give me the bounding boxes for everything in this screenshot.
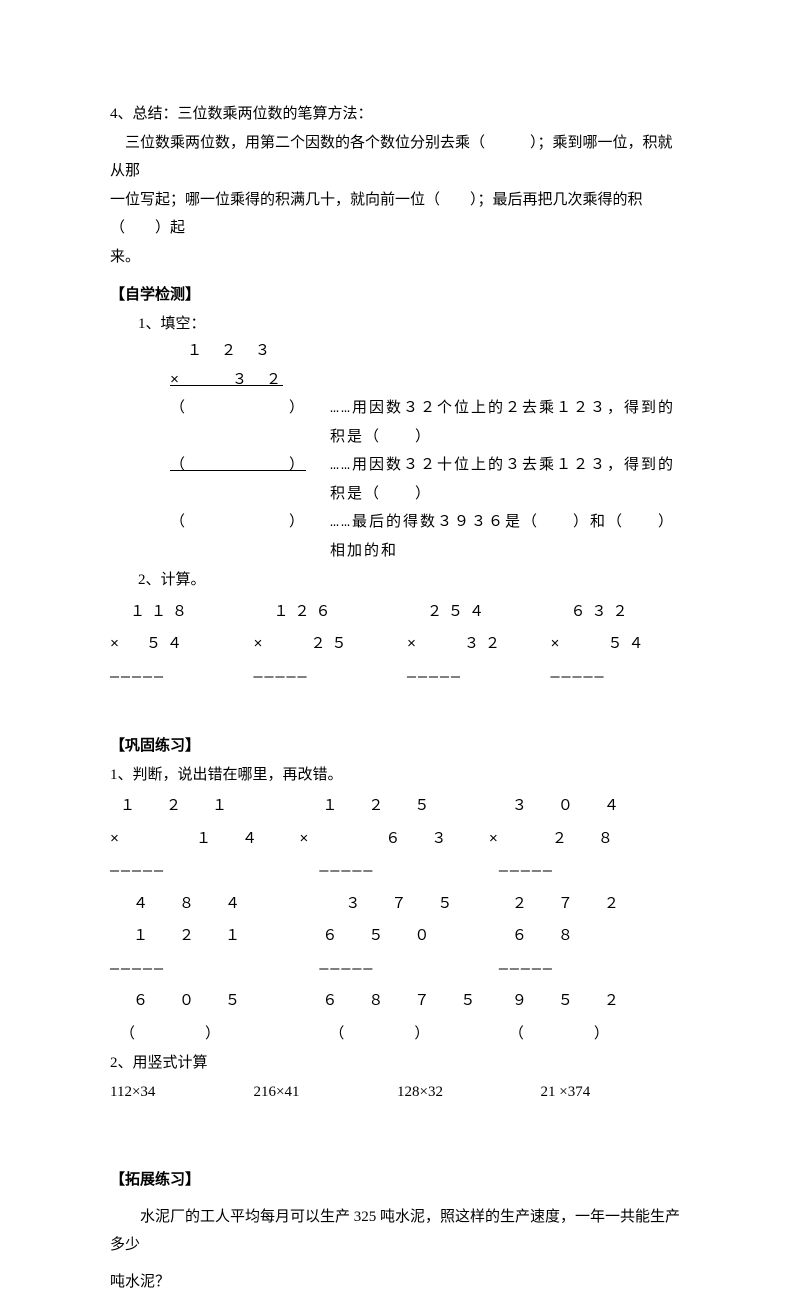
j1-r1: １ ２ １ [110, 793, 299, 822]
j2-r6: ————— [299, 956, 488, 985]
fill-blank-calc: １ ２ ３ × ３ ２ （ ） ……用因数３２个位上的２去乘１２３，得到的积是（… [170, 338, 684, 566]
j1-r3: ————— [110, 858, 299, 887]
j2-r8: （ ） [299, 1021, 488, 1050]
calc-bots: × ５４ × ２５ × ３２ × ５４ [110, 631, 684, 660]
consolidate-title: 【巩固练习】 [110, 732, 684, 761]
judge-r4: ４ ８ ４ ３ ７ ５ ２ ７ ２ [110, 891, 684, 920]
j3-r2: × ２ ８ [489, 826, 678, 855]
calc-d-line: ————— [541, 664, 685, 693]
j2-r2: × ６ ３ [299, 826, 488, 855]
q1-label: 1、填空： [110, 310, 684, 339]
j1-r6: ————— [110, 956, 299, 985]
extend-title: 【拓展练习】 [110, 1166, 684, 1195]
j1-r8: （ ） [110, 1021, 299, 1050]
judge-r7: ６ ０ ５ ６ ８ ７ ５ ９ ５ ２ [110, 988, 684, 1017]
calc-b-line: ————— [254, 664, 398, 693]
j3-r7: ９ ５ ２ [489, 988, 678, 1017]
fill-row1: １ ２ ３ [170, 338, 684, 367]
calc-d-bot: × ５４ [541, 631, 685, 660]
j2-r3: ————— [299, 858, 488, 887]
fill-row3-left: （ ） [170, 395, 330, 452]
q2-label: 2、计算。 [110, 566, 684, 595]
j2-r7: ６ ８ ７ ５ [299, 988, 488, 1017]
j3-r6: ————— [489, 956, 678, 985]
calc-c-line: ————— [397, 664, 541, 693]
j1-r4: ４ ８ ４ [110, 891, 299, 920]
j1-r5: １ ２ １ [110, 923, 299, 952]
j1-r2: × １ ４ [110, 826, 299, 855]
extend-q-line2: 吨水泥？ [110, 1268, 684, 1296]
judge-r5: １ ２ １ ６ ５ ０ ６ ８ [110, 923, 684, 952]
calc-a-top: １１８ [110, 599, 254, 628]
fill-row2-left: × ３ ２ [170, 367, 330, 396]
judge-r8: （ ） （ ） （ ） [110, 1021, 684, 1050]
calc-tops: １１８ １２６ ２５４ ６３２ [110, 599, 684, 628]
j3-r8: （ ） [489, 1021, 678, 1050]
calc-c-bot: × ３２ [397, 631, 541, 660]
j3-r5: ６ ８ [489, 923, 678, 952]
calc-c-top: ２５４ [397, 599, 541, 628]
fill-row4-left: （ ） [170, 452, 330, 509]
calc-lines: ————— ————— ————— ————— [110, 664, 684, 693]
v4: 21 ×374 [541, 1078, 685, 1107]
judge-r6: ————— ————— ————— [110, 956, 684, 985]
judge-r1: １ ２ １ １ ２ ５ ３ ０ ４ [110, 793, 684, 822]
summary-line3: 来。 [110, 243, 684, 272]
j3-r4: ２ ７ ２ [489, 891, 678, 920]
fill-row4-note: ……用因数３２十位上的３去乘１２３，得到的积是（ ） [330, 452, 684, 509]
calc-b-bot: × ２５ [254, 631, 398, 660]
vertical-calc-row: 112×34 216×41 128×32 21 ×374 [110, 1078, 684, 1107]
c1-label: 1、判断，说出错在哪里，再改错。 [110, 761, 684, 790]
calc-b-top: １２６ [254, 599, 398, 628]
j3-r3: ————— [489, 858, 678, 887]
self-check-title: 【自学检测】 [110, 281, 684, 310]
j2-r1: １ ２ ５ [299, 793, 488, 822]
fill-row5-left: （ ） [170, 509, 330, 566]
summary-title: 4、总结：三位数乘两位数的笔算方法： [110, 100, 684, 129]
v1: 112×34 [110, 1078, 254, 1107]
extend-q-line1: 水泥厂的工人平均每月可以生产 325 吨水泥，照这样的生产速度，一年一共能生产多… [110, 1203, 684, 1260]
c2-label: 2、用竖式计算 [110, 1049, 684, 1078]
summary-line1: 三位数乘两位数，用第二个因数的各个数位分别去乘（ ）；乘到哪一位，积就从那 [110, 129, 684, 186]
fill-row3-note: ……用因数３２个位上的２去乘１２３，得到的积是（ ） [330, 395, 684, 452]
judge-r2: × １ ４ × ６ ３ × ２ ８ [110, 826, 684, 855]
fill-row5-note: ……最后的得数３９３６是（ ）和（ ）相加的和 [330, 509, 684, 566]
j3-r1: ３ ０ ４ [489, 793, 678, 822]
summary-line2: 一位写起；哪一位乘得的积满几十，就向前一位（ ）；最后再把几次乘得的积（ ）起 [110, 186, 684, 243]
calc-d-top: ６３２ [541, 599, 685, 628]
v2: 216×41 [254, 1078, 398, 1107]
j2-r4: ３ ７ ５ [299, 891, 488, 920]
v3: 128×32 [397, 1078, 541, 1107]
calc-a-line: ————— [110, 664, 254, 693]
j1-r7: ６ ０ ５ [110, 988, 299, 1017]
j2-r5: ６ ５ ０ [299, 923, 488, 952]
judge-r3: ————— ————— ————— [110, 858, 684, 887]
calc-a-bot: × ５４ [110, 631, 254, 660]
